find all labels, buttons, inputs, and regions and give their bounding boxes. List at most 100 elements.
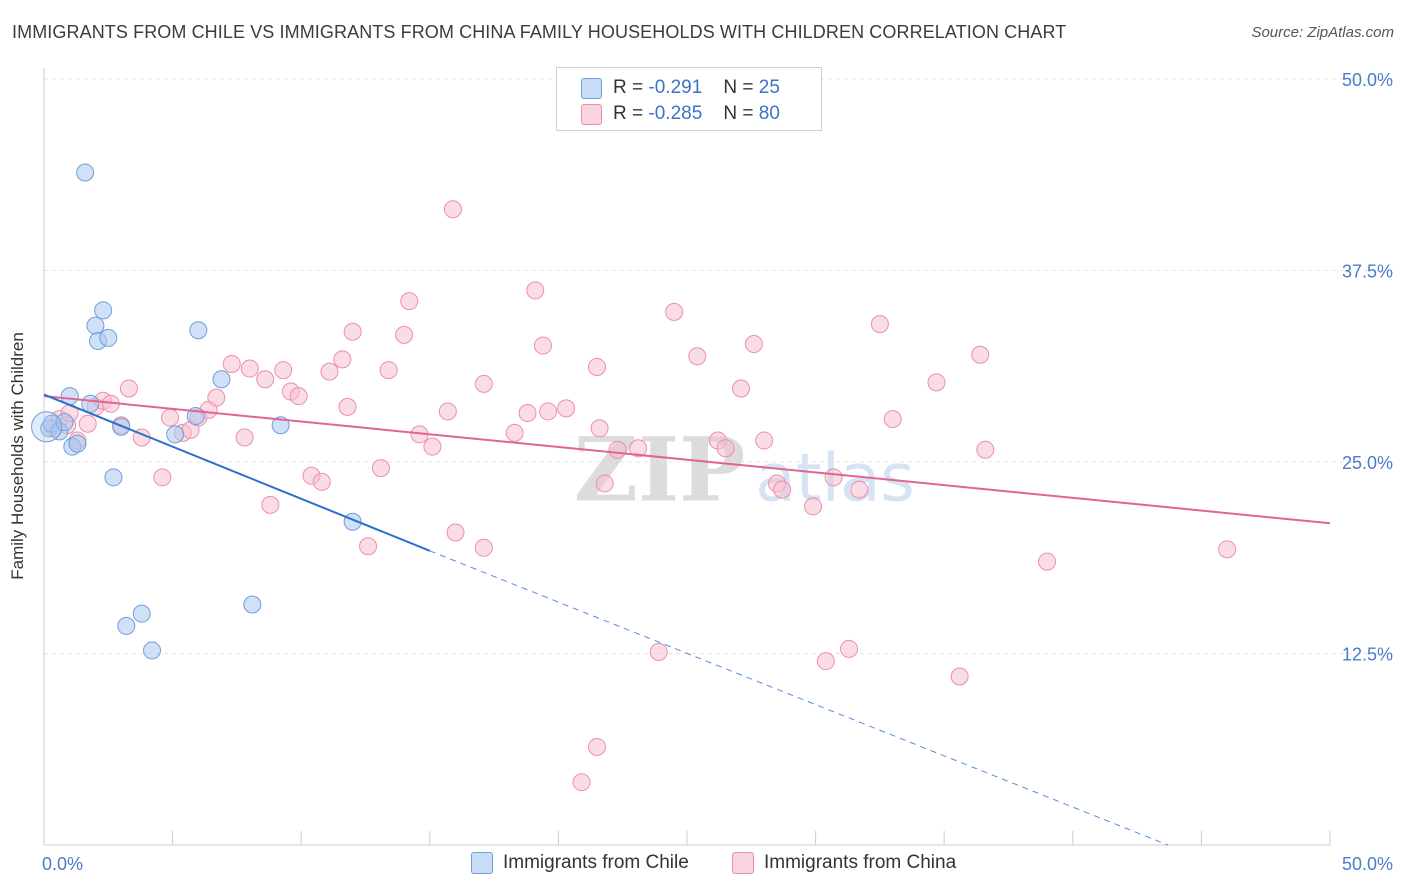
chile-point (86, 316, 105, 335)
china-point (153, 468, 172, 487)
china-trend-line (43, 395, 1331, 525)
china-point (533, 336, 552, 355)
chile-point (132, 604, 151, 623)
china-point (474, 538, 493, 557)
chile-point (81, 394, 100, 413)
china-point (773, 480, 792, 499)
chile-point (55, 413, 74, 432)
china-point (371, 459, 390, 478)
china-point (1218, 540, 1237, 559)
china-point (333, 350, 352, 369)
china-point (379, 361, 398, 380)
china-point (744, 335, 763, 354)
china-point (539, 402, 558, 421)
china-point (395, 325, 414, 344)
china-point (688, 347, 707, 366)
x-tick-label-max: 50.0% (1342, 854, 1393, 874)
chart-title: IMMIGRANTS FROM CHILE VS IMMIGRANTS FROM… (12, 22, 1067, 42)
china-point (816, 652, 835, 671)
china-point (557, 399, 576, 418)
china-point (665, 302, 684, 321)
chile-trend-extension (429, 550, 1169, 846)
chile-point (94, 301, 113, 320)
y-tick-label: 25.0% (1342, 453, 1393, 473)
china-point (608, 440, 627, 459)
china-point (927, 373, 946, 392)
chile-point (117, 616, 136, 635)
china-r-value: -0.285 (648, 103, 703, 124)
r-label: R = (613, 77, 644, 98)
chile-point (189, 321, 208, 340)
y-axis-label: Family Households with Children (8, 332, 27, 580)
chile-point (99, 328, 118, 347)
chile-point (104, 468, 123, 487)
china-point (289, 387, 308, 406)
chile-point (76, 163, 95, 182)
china-point (119, 379, 138, 398)
china-point (446, 523, 465, 542)
china-point (505, 423, 524, 442)
chile-swatch (581, 78, 602, 99)
china-point (443, 200, 462, 219)
china-point (338, 397, 357, 416)
china-point (976, 440, 995, 459)
china-point (883, 410, 902, 429)
n-label: N = (723, 103, 754, 124)
chile-legend-swatch (471, 852, 493, 874)
china-point (261, 495, 280, 514)
china-point (870, 315, 889, 334)
chile-point (212, 370, 231, 389)
china-point (207, 388, 226, 407)
chile-r-value: -0.291 (648, 77, 703, 98)
china-point (649, 642, 668, 661)
china-point (716, 439, 735, 458)
china-point (474, 374, 493, 393)
china-point (1038, 552, 1057, 571)
china-point (235, 428, 254, 447)
china-point (804, 497, 823, 516)
chile-point (271, 416, 290, 435)
china-point (587, 737, 606, 756)
x-tick-label-min: 0.0% (42, 854, 83, 874)
china-point (320, 362, 339, 381)
china-point (312, 472, 331, 491)
china-point (274, 361, 293, 380)
china-point (587, 358, 606, 377)
china-point (732, 379, 751, 398)
china-point (438, 402, 457, 421)
china-point (400, 292, 419, 311)
stats-legend: R = -0.291 N = 25 R = -0.285 N = 80 (556, 67, 822, 131)
china-swatch (581, 104, 602, 125)
china-point (840, 639, 859, 658)
china-point (971, 345, 990, 364)
china-point (950, 667, 969, 686)
chile-point (68, 434, 87, 453)
china-point (359, 537, 378, 556)
source-label: Source: ZipAtlas.com (1251, 24, 1394, 41)
r-label: R = (613, 103, 644, 124)
china-point (629, 439, 648, 458)
china-point (590, 419, 609, 438)
china-point (572, 773, 591, 792)
china-point (755, 431, 774, 450)
china-point (222, 354, 241, 373)
china-legend-label: Immigrants from China (764, 852, 957, 873)
n-label: N = (723, 77, 754, 98)
y-tick-label: 12.5% (1342, 645, 1393, 665)
china-legend-swatch (732, 852, 754, 874)
china-point (518, 403, 537, 422)
chile-point (243, 595, 262, 614)
china-point (526, 281, 545, 300)
china-point (161, 408, 180, 427)
chile-point (166, 425, 185, 444)
chile-n-value: 25 (758, 77, 780, 98)
china-point (850, 480, 869, 499)
y-tick-label: 37.5% (1342, 262, 1393, 282)
china-point (595, 474, 614, 493)
china-n-value: 80 (758, 103, 780, 124)
chile-cluster-point (31, 411, 63, 443)
y-tick-label: 50.0% (1342, 70, 1393, 90)
china-point (343, 322, 362, 341)
china-point (240, 359, 259, 378)
